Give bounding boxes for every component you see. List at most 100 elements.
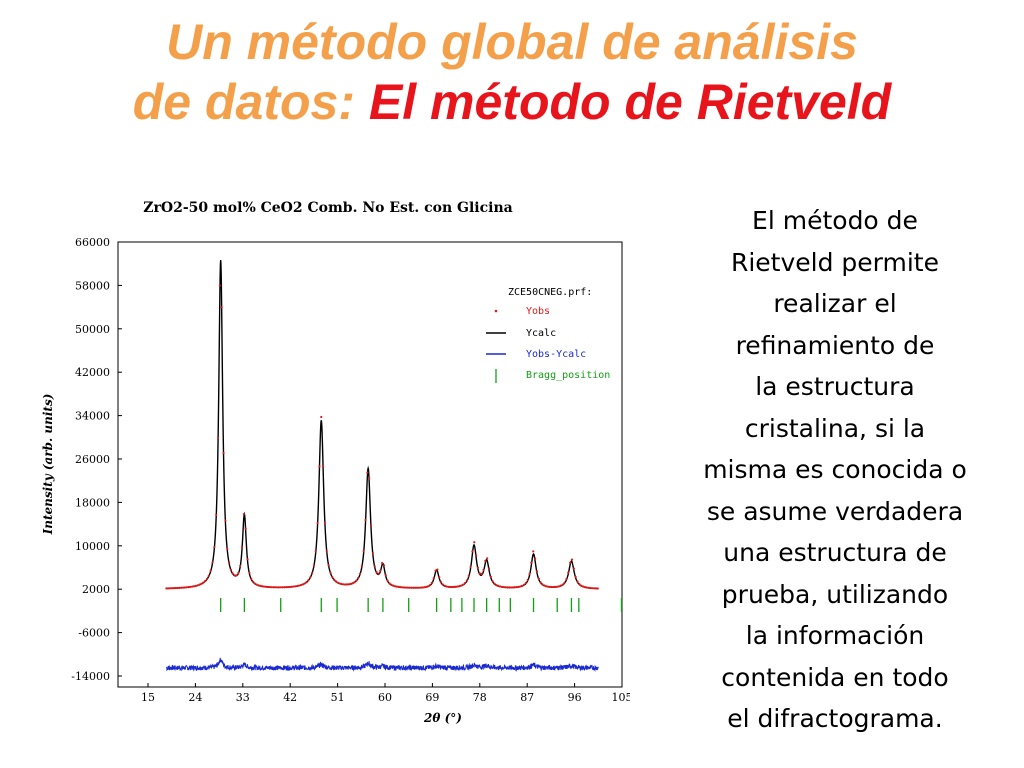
yobs-point (213, 545, 216, 549)
yobs-point (318, 465, 321, 468)
x-tick-label: 15 (141, 691, 155, 704)
yobs-point (392, 584, 395, 587)
yobs-point (445, 585, 448, 588)
yobs-point (410, 586, 413, 589)
plot-frame (117, 241, 623, 688)
yobs-point (456, 585, 459, 588)
x-tick-label: 96 (568, 691, 582, 704)
yobs-point (534, 557, 537, 560)
yobs-point (312, 564, 315, 567)
yobs-point (191, 585, 194, 588)
yobs-point (548, 585, 551, 588)
yobs-point (416, 586, 419, 589)
yobs-point (447, 585, 450, 588)
x-tick-label: 78 (473, 691, 487, 704)
yobs-point (323, 521, 327, 524)
yobs-point (211, 561, 214, 564)
y-tick-label: -14000 (71, 670, 110, 683)
yobs-point (559, 584, 563, 587)
yobs-point (192, 585, 196, 588)
yobs-point (255, 583, 258, 586)
x-axis: 15 24 33 42 51 60 69 78 87 96 105 (141, 683, 630, 704)
description-line: contenida en todo (721, 662, 949, 692)
yobs-point (345, 583, 349, 586)
yobs-point (567, 571, 570, 574)
yobs-point (554, 585, 557, 589)
y-tick-label: 66000 (75, 236, 110, 249)
yobs-point (436, 568, 439, 571)
yobs-point (176, 586, 179, 590)
yobs-point (519, 585, 522, 588)
yobs-point (229, 568, 233, 571)
yobs-point (198, 583, 201, 586)
yobs-point (421, 586, 424, 589)
x-tick-label: 87 (520, 691, 534, 704)
yobs-point (434, 569, 437, 572)
chart-legend: ZCE50CNEG.prf: Yobs Ycalc Yobs-Ycalc Bragg_p… (486, 287, 610, 383)
series-yobs (165, 284, 599, 590)
y-tick-label: 10000 (75, 540, 110, 553)
yobs-point (334, 580, 338, 583)
yobs-point (473, 541, 476, 544)
yobs-point (508, 586, 511, 589)
yobs-point (292, 585, 295, 588)
yobs-point (393, 585, 397, 588)
yobs-point (375, 571, 378, 574)
yobs-point (259, 584, 262, 587)
chart-series (165, 260, 623, 673)
yobs-point (382, 564, 386, 567)
yobs-point (222, 452, 225, 455)
yobs-point (414, 586, 417, 589)
yobs-point (467, 574, 470, 577)
yobs-point (452, 585, 456, 589)
yobs-point (205, 577, 209, 581)
yobs-point (541, 583, 544, 586)
description-line: una estructura de (723, 538, 947, 567)
yobs-point (165, 587, 168, 590)
yobs-point (425, 585, 428, 588)
y-tick-label: 42000 (75, 366, 110, 379)
yobs-point (502, 585, 505, 589)
yobs-point (246, 558, 249, 561)
yobs-point (358, 572, 362, 575)
yobs-point (366, 471, 369, 474)
yobs-point (592, 587, 596, 590)
description-line: El método de (752, 206, 918, 235)
x-axis-label: 2θ (°) (423, 711, 462, 725)
yobs-point (530, 561, 533, 564)
yobs-point (261, 585, 264, 588)
y-tick-label: -6000 (78, 627, 110, 640)
yobs-point (338, 582, 341, 585)
yobs-point (430, 581, 433, 584)
yobs-point (266, 585, 269, 589)
yobs-point (557, 585, 561, 588)
yobs-point (279, 586, 282, 589)
x-tick-label: 33 (236, 691, 250, 704)
yobs-point (257, 584, 260, 587)
yobs-point (594, 587, 598, 590)
yobs-point (379, 569, 382, 572)
x-tick-label: 51 (331, 691, 345, 704)
yobs-point (581, 585, 585, 588)
yobs-point (369, 524, 373, 527)
yobs-point (362, 550, 365, 553)
yobs-point (596, 587, 599, 590)
yobs-point (404, 586, 408, 589)
series-yobs-ycalc (166, 657, 599, 673)
x-tick-label: 60 (378, 691, 392, 704)
yobs-point (351, 582, 354, 585)
yobs-point (552, 585, 555, 589)
yobs-point (493, 582, 496, 585)
yobs-point (465, 579, 468, 582)
yobs-point (475, 554, 478, 557)
yobs-point (489, 575, 492, 578)
description-line: se asume verdadera (706, 496, 964, 526)
yobs-point (283, 586, 286, 589)
yobs-point (207, 574, 210, 577)
yobs-point (342, 583, 345, 586)
yobs-point (524, 581, 527, 585)
yobs-point (395, 585, 398, 588)
yobs-point (381, 561, 384, 565)
y-tick-label: 50000 (75, 323, 110, 336)
yobs-point (336, 581, 339, 584)
